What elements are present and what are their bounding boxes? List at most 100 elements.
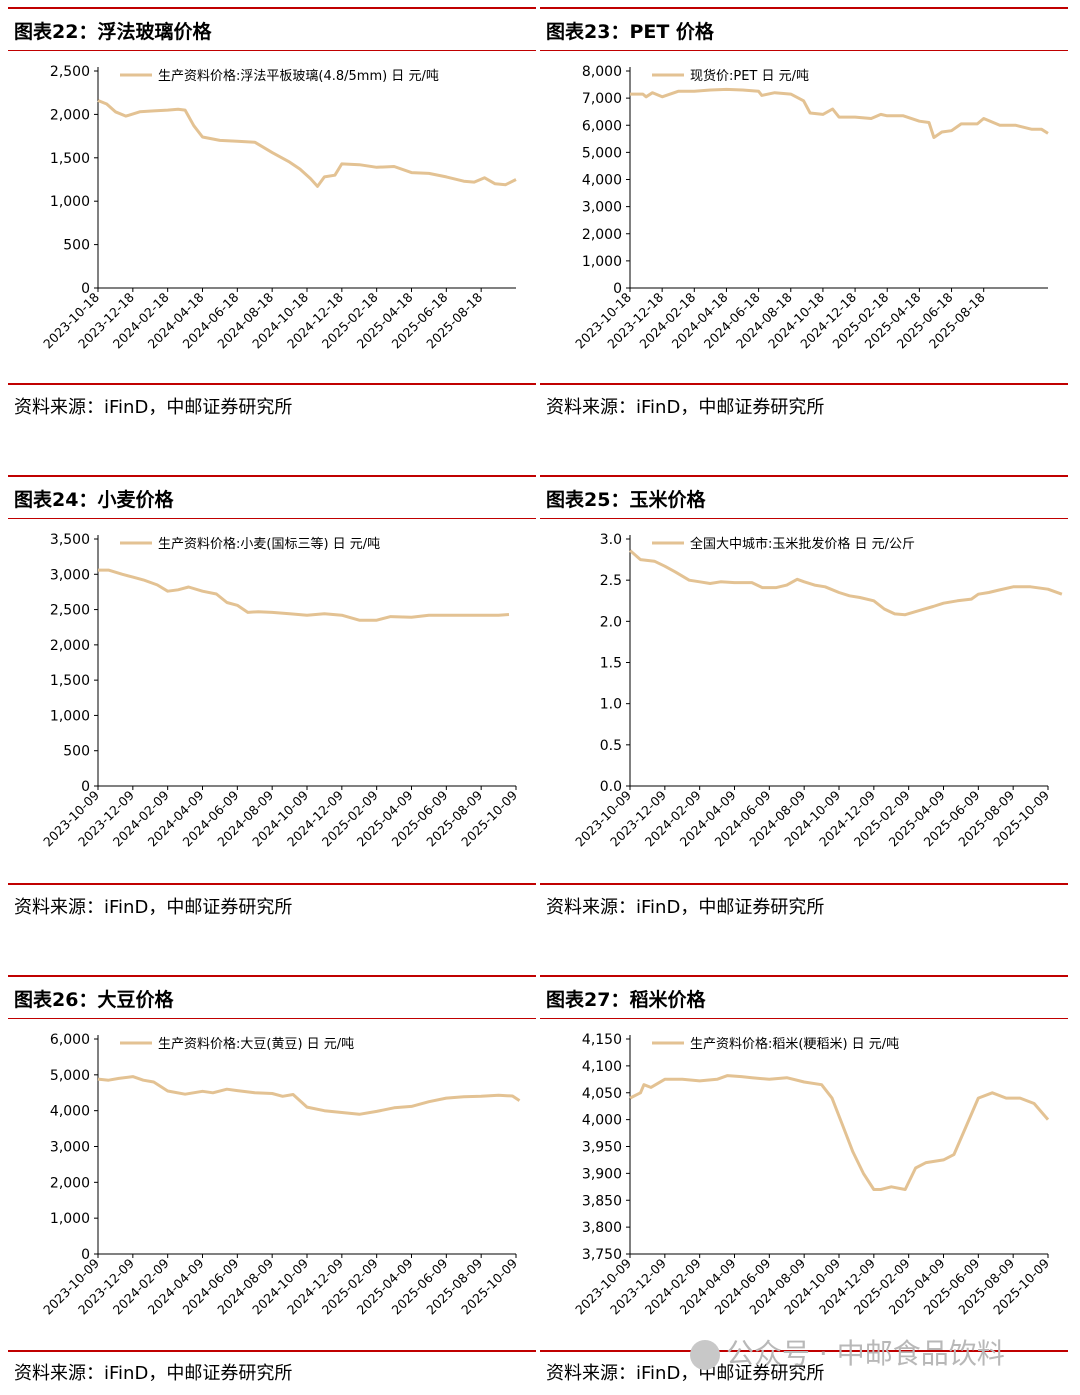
panel-title-rule	[8, 50, 536, 51]
y-tick-label: 4,000	[582, 173, 622, 189]
y-tick-label: 6,000	[50, 1032, 90, 1048]
line-chart-rice: 3,750 3,800 3,850 3,900 3,950 4,000 4,050 4,100…	[572, 1032, 1052, 1317]
y-tick-label: 0	[81, 281, 90, 297]
line-chart-pet: 0 1,000 2,000 3,000 4,000 5,000 6,000 7,000 8,00…	[572, 64, 1049, 351]
legend-label: 生产资料价格:小麦(国标三等) 日 元/吨	[158, 536, 380, 552]
panel-title-rule	[540, 1018, 1068, 1019]
panel-top-rule	[540, 975, 1068, 977]
chart-panel-rice: 图表27：稻米价格 3,750 3,800 3,850 3,900 3,950 4,000…	[540, 975, 1068, 1393]
y-tick-label: 5,000	[50, 1068, 90, 1084]
line-chart-corn: 0.00.51.01.52.02.53.02023-10-092023-12-0…	[572, 532, 1063, 849]
y-tick-label: 3,950	[582, 1140, 622, 1156]
source-note: 资料来源：iFinD，中邮证券研究所	[14, 1363, 293, 1384]
legend-label: 生产资料价格:浮法平板玻璃(4.8/5mm) 日 元/吨	[158, 68, 439, 84]
series-line	[630, 87, 1049, 139]
legend-label: 生产资料价格:稻米(粳稻米) 日 元/吨	[690, 1036, 899, 1052]
chart-panel-glass: 图表22：浮法玻璃价格 0 500 1,000 1,500 2,000 2,500 2023…	[8, 7, 536, 418]
source-note: 资料来源：iFinD，中邮证券研究所	[14, 397, 293, 418]
y-tick-label: 0	[81, 779, 90, 795]
y-tick-label: 2,000	[50, 1175, 90, 1191]
panel-bottom-rule	[540, 883, 1068, 885]
y-tick-label: 1,500	[50, 151, 90, 167]
y-tick-label: 0	[613, 281, 622, 297]
line-chart-glass: 05001,0001,5002,0002,5002023-10-182023-1…	[40, 64, 517, 351]
chart-panel-corn: 图表25：玉米价格 0.0 0.5 1.0 1.5 2.0 2.5 3.0 2023-10-0…	[540, 475, 1068, 920]
source-note: 资料来源：iFinD，中邮证券研究所	[14, 897, 293, 918]
panel-title-rule	[8, 518, 536, 519]
y-tick-label: 2,500	[50, 603, 90, 619]
panel-top-rule	[540, 7, 1068, 9]
y-tick-label: 0	[81, 1247, 90, 1263]
y-tick-label: 1,000	[582, 254, 622, 270]
y-tick-label: 3,750	[582, 1247, 622, 1263]
panel-top-rule	[8, 7, 536, 9]
y-tick-label: 3.0	[600, 532, 622, 548]
y-tick-label: 500	[63, 238, 90, 254]
series-line	[98, 568, 510, 622]
y-tick-label: 3,850	[582, 1193, 622, 1209]
y-tick-label: 3,000	[582, 200, 622, 216]
y-tick-label: 3,800	[582, 1220, 622, 1236]
panel-title-rule	[8, 1018, 536, 1019]
panel-bottom-rule	[8, 883, 536, 885]
source-note: 资料来源：iFinD，中邮证券研究所	[546, 1363, 825, 1384]
y-tick-label: 4,000	[50, 1104, 90, 1120]
y-tick-label: 3,000	[50, 1140, 90, 1156]
y-tick-label: 2,500	[50, 64, 90, 80]
y-tick-label: 4,150	[582, 1032, 622, 1048]
series-line	[97, 1075, 521, 1116]
series-line	[97, 99, 517, 188]
chart-title: 图表25：玉米价格	[546, 489, 706, 511]
watermark-text: 公众号 · 中邮食品饮料	[726, 1337, 1005, 1370]
y-tick-label: 2,000	[50, 107, 90, 123]
y-tick-label: 4,000	[582, 1113, 622, 1129]
panel-bottom-rule	[8, 1350, 536, 1352]
series-line	[629, 1074, 1050, 1191]
y-tick-label: 1.0	[600, 697, 622, 713]
chart-title: 图表22：浮法玻璃价格	[14, 21, 212, 43]
y-tick-label: 6,000	[582, 118, 622, 134]
legend-label: 生产资料价格:大豆(黄豆) 日 元/吨	[158, 1036, 354, 1052]
chart-title: 图表26：大豆价格	[14, 989, 174, 1011]
y-tick-label: 4,050	[582, 1086, 622, 1102]
y-tick-label: 4,100	[582, 1059, 622, 1075]
chart-title: 图表27：稻米价格	[546, 989, 706, 1011]
series-line	[629, 549, 1063, 617]
y-tick-label: 500	[63, 744, 90, 760]
legend-label: 现货价:PET 日 元/吨	[690, 68, 809, 84]
chart-panel-wheat: 图表24：小麦价格 0 500 1,000 1,500 2,000 2,500 3,000 3…	[8, 475, 536, 920]
legend-label: 全国大中城市:玉米批发价格 日 元/公斤	[690, 536, 915, 552]
panel-top-rule	[8, 975, 536, 977]
panel-bottom-rule	[8, 383, 536, 385]
y-tick-label: 2,000	[582, 227, 622, 243]
panel-title-rule	[540, 518, 1068, 519]
y-tick-label: 1,500	[50, 673, 90, 689]
line-chart-soybean: 01,0002,0003,0004,0005,0006,0002023-10-0…	[40, 1032, 521, 1317]
y-tick-label: 1.5	[600, 656, 622, 672]
source-note: 资料来源：iFinD，中邮证券研究所	[546, 897, 825, 918]
y-tick-label: 1,000	[50, 1211, 90, 1227]
y-tick-label: 2.0	[600, 614, 622, 630]
y-tick-label: 3,000	[50, 567, 90, 583]
panel-bottom-rule	[540, 1350, 1068, 1352]
y-tick-label: 7,000	[582, 91, 622, 107]
source-note: 资料来源：iFinD，中邮证券研究所	[546, 397, 825, 418]
line-chart-wheat: 05001,0001,5002,0002,5003,0003,5002023-1…	[40, 532, 520, 849]
panel-bottom-rule	[540, 383, 1068, 385]
y-tick-label: 2,000	[50, 638, 90, 654]
y-tick-label: 8,000	[582, 64, 622, 80]
wechat-icon	[690, 1340, 720, 1370]
y-tick-label: 3,500	[50, 532, 90, 548]
panel-top-rule	[540, 475, 1068, 477]
chart-title: 图表23：PET 价格	[546, 21, 714, 43]
y-tick-label: 0.0	[600, 779, 622, 795]
y-tick-label: 1,000	[50, 194, 90, 210]
y-tick-label: 1,000	[50, 708, 90, 724]
panel-top-rule	[8, 475, 536, 477]
y-tick-label: 3,900	[582, 1166, 622, 1182]
chart-panel-soybean: 图表26：大豆价格 0 1,000 2,000 3,000 4,000 5,000 6,00…	[8, 975, 536, 1393]
watermark: 公众号 · 中邮食品饮料	[690, 1332, 1005, 1372]
chart-title: 图表24：小麦价格	[14, 489, 174, 511]
panel-title-rule	[540, 50, 1068, 51]
y-tick-label: 2.5	[600, 573, 622, 589]
